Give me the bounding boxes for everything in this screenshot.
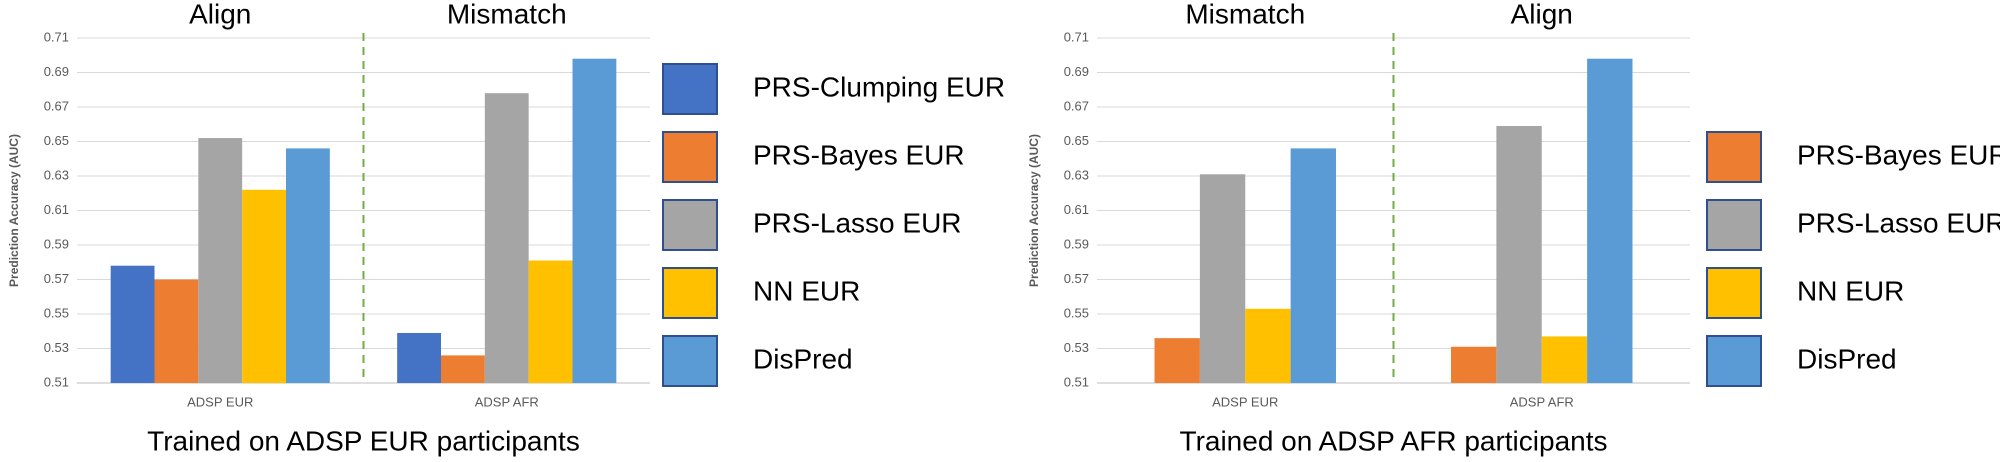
bar <box>440 355 485 383</box>
y-tick-label: 0.63 <box>44 167 69 182</box>
bar <box>242 189 287 383</box>
legend-label: PRS-Bayes EUR <box>753 139 965 170</box>
y-tick-label: 0.61 <box>1064 202 1089 217</box>
bar <box>110 265 155 383</box>
y-tick-label: 0.63 <box>1064 167 1089 182</box>
y-tick-label: 0.69 <box>1064 64 1089 79</box>
y-tick-label: 0.59 <box>44 236 69 251</box>
legend-swatch <box>1706 267 1762 319</box>
bar <box>528 260 573 383</box>
x-tick-label: ADSP AFR <box>1510 394 1574 409</box>
legend-swatch <box>662 335 718 387</box>
y-tick-label: 0.71 <box>44 29 69 44</box>
group-label: Align <box>189 0 251 29</box>
legend-label: NN EUR <box>1797 275 1904 306</box>
bar <box>154 279 199 383</box>
y-tick-label: 0.61 <box>44 202 69 217</box>
y-axis-title: Prediction Accuracy (AUC) <box>1027 134 1041 287</box>
x-axis-title: Trained on ADSP AFR participants <box>1180 425 1608 456</box>
y-axis-title: Prediction Accuracy (AUC) <box>7 134 21 287</box>
x-tick-label: ADSP AFR <box>475 394 539 409</box>
legend-label: PRS-Lasso EUR <box>1797 207 2000 238</box>
bar <box>1154 338 1200 383</box>
bar <box>1496 125 1542 383</box>
y-tick-label: 0.51 <box>44 374 69 389</box>
x-tick-label: ADSP EUR <box>187 394 253 409</box>
y-tick-label: 0.65 <box>44 133 69 148</box>
y-tick-label: 0.67 <box>1064 98 1089 113</box>
group-label: Align <box>1511 0 1573 29</box>
legend-label: DisPred <box>1797 343 1897 374</box>
legend-swatch <box>662 131 718 183</box>
bar <box>1245 308 1291 383</box>
x-tick-label: ADSP EUR <box>1212 394 1278 409</box>
bar <box>198 138 243 383</box>
legend-swatch <box>1706 131 1762 183</box>
y-tick-label: 0.57 <box>44 271 69 286</box>
bar <box>286 148 330 383</box>
legend-label: PRS-Lasso EUR <box>753 207 962 238</box>
y-tick-label: 0.53 <box>1064 340 1089 355</box>
y-tick-label: 0.65 <box>1064 133 1089 148</box>
legend-swatch <box>662 267 718 319</box>
bar <box>1199 174 1246 383</box>
legend-swatch <box>662 199 718 251</box>
bar <box>1290 148 1336 383</box>
y-tick-label: 0.57 <box>1064 271 1089 286</box>
group-label: Mismatch <box>1185 0 1305 29</box>
y-tick-label: 0.55 <box>44 305 69 320</box>
bar <box>484 93 529 383</box>
legend-swatch <box>1706 335 1762 387</box>
y-tick-label: 0.51 <box>1064 374 1089 389</box>
y-tick-label: 0.67 <box>44 98 69 113</box>
legend-label: PRS-Bayes EUR <box>1797 139 2000 170</box>
legend-label: PRS-Clumping EUR <box>753 71 1005 102</box>
group-label: Mismatch <box>447 0 567 29</box>
bar <box>1587 58 1633 383</box>
y-tick-label: 0.53 <box>44 340 69 355</box>
bar <box>397 332 441 383</box>
legend-swatch <box>662 63 718 115</box>
legend-label: DisPred <box>753 343 853 374</box>
legend-label: NN EUR <box>753 275 860 306</box>
y-tick-label: 0.55 <box>1064 305 1089 320</box>
bar <box>572 58 617 383</box>
bar <box>1541 336 1588 383</box>
bar <box>1451 346 1497 383</box>
y-tick-label: 0.71 <box>1064 29 1089 44</box>
x-axis-title: Trained on ADSP EUR participants <box>147 425 580 456</box>
legend-swatch <box>1706 199 1762 251</box>
y-tick-label: 0.59 <box>1064 236 1089 251</box>
y-tick-label: 0.69 <box>44 64 69 79</box>
